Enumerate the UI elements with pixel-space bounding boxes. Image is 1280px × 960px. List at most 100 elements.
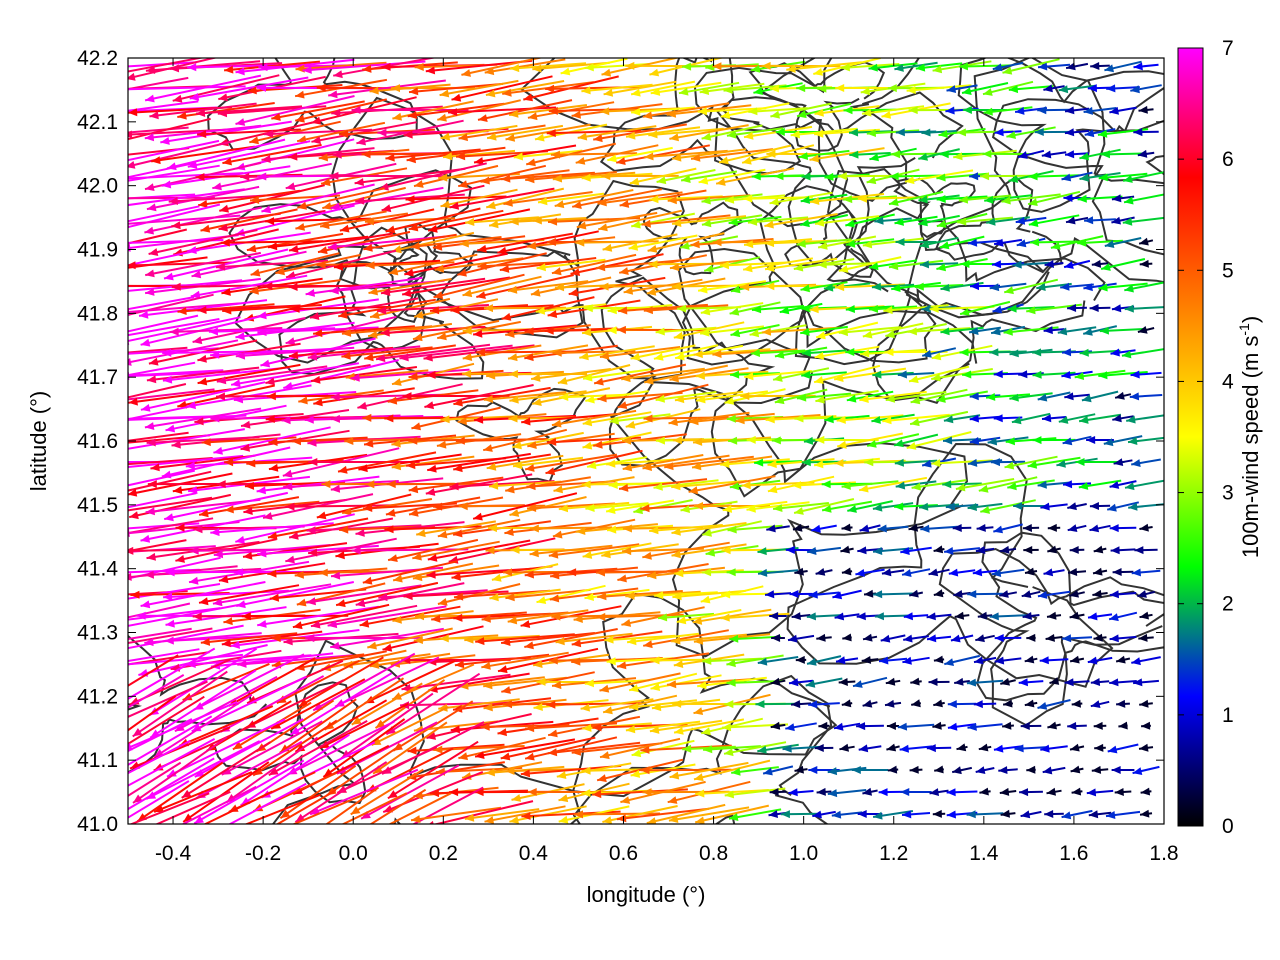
wind-vector <box>847 500 893 513</box>
wind-vector <box>747 216 809 226</box>
wind-vector <box>128 546 236 555</box>
wind-vector <box>788 788 814 797</box>
wind-vector <box>388 792 452 824</box>
wind-vector <box>145 251 261 278</box>
wind-vector <box>408 82 504 96</box>
wind-vector <box>1130 370 1162 379</box>
y-tick-label: 41.1 <box>77 749 118 772</box>
wind-vector <box>973 700 997 709</box>
wind-vector <box>841 480 899 490</box>
y-tick-label: 41.4 <box>77 558 118 581</box>
wind-vector <box>197 342 301 363</box>
wind-vector <box>772 502 830 512</box>
wind-vector <box>434 257 524 273</box>
wind-vector <box>606 657 674 666</box>
wind-vector <box>392 100 474 121</box>
wind-vector <box>928 678 950 686</box>
wind-vector <box>841 567 853 576</box>
wind-vector <box>1058 84 1096 94</box>
wind-vector <box>750 349 806 357</box>
colorbar-tick: 2 <box>1178 593 1234 616</box>
wind-vector <box>845 305 895 313</box>
wind-vector <box>644 149 728 161</box>
wind-vector <box>486 454 564 471</box>
wind-vector <box>931 459 993 468</box>
y-axis-label: latitude (°) <box>26 391 51 492</box>
wind-vector <box>664 455 754 471</box>
wind-vector <box>305 276 423 297</box>
wind-vector <box>128 627 192 640</box>
wind-vector <box>128 140 235 169</box>
wind-vector <box>295 210 387 231</box>
wind-vector <box>921 347 957 358</box>
wind-vector <box>128 695 177 732</box>
wind-vector <box>628 699 698 711</box>
wind-vector <box>977 611 993 620</box>
wind-vector <box>1064 392 1090 401</box>
wind-vector <box>1107 743 1139 754</box>
wind-vector <box>215 259 329 271</box>
wind-vector <box>477 99 573 122</box>
wind-vector <box>399 344 513 362</box>
wind-vector <box>700 717 764 736</box>
wind-vector <box>602 805 678 824</box>
wind-vector <box>831 810 863 819</box>
wind-vector <box>893 433 939 448</box>
wind-vector <box>1018 678 1044 687</box>
wind-vector <box>128 739 191 775</box>
wind-vector <box>128 568 200 574</box>
wind-vector <box>1022 612 1040 620</box>
wind-vector <box>817 260 877 269</box>
wind-vector <box>1064 150 1090 159</box>
x-tick: -0.4 <box>155 58 191 865</box>
wind-vector <box>413 164 499 188</box>
wind-vector <box>982 80 1034 96</box>
wind-vector <box>764 213 838 229</box>
wind-vector <box>954 677 970 686</box>
wind-vector <box>641 214 731 228</box>
wind-vector <box>798 149 850 160</box>
wind-vector <box>458 502 546 511</box>
wind-vector <box>746 501 810 513</box>
wind-vector <box>813 364 881 384</box>
wind-vector <box>271 100 365 121</box>
x-tick-label: 0.0 <box>339 842 368 865</box>
wind-vector <box>195 105 303 117</box>
wind-vector <box>751 305 805 314</box>
wind-vector <box>360 764 460 820</box>
wind-vector <box>290 304 392 313</box>
wind-vector <box>263 128 373 138</box>
wind-vector <box>367 627 453 650</box>
wind-vector <box>267 235 369 251</box>
wind-vector <box>874 216 912 225</box>
wind-vector <box>374 679 446 729</box>
wind-vector <box>862 633 878 642</box>
y-tick: 41.5 <box>77 494 1164 517</box>
wind-vector <box>412 319 500 342</box>
wind-vector <box>1138 743 1154 752</box>
wind-vector <box>128 117 211 141</box>
wind-vector <box>325 786 380 824</box>
wind-vector <box>429 304 529 315</box>
wind-vector <box>457 252 547 277</box>
wind-vector <box>993 744 1023 753</box>
wind-vector <box>387 538 479 562</box>
wind-vector <box>845 213 895 228</box>
wind-vector <box>846 390 894 403</box>
wind-vector <box>918 148 960 161</box>
wind-vector <box>128 680 208 718</box>
wind-vector <box>597 209 683 232</box>
wind-vector <box>726 127 784 139</box>
wind-vector <box>128 388 232 406</box>
wind-vector <box>1098 282 1148 292</box>
wind-vector <box>767 458 835 469</box>
wind-vector <box>769 788 787 796</box>
wind-vector <box>910 388 968 405</box>
wind-vector <box>688 475 776 495</box>
wind-vector <box>1105 810 1141 819</box>
wind-vector <box>649 524 723 535</box>
wind-vector <box>929 788 949 796</box>
wind-vector <box>702 657 762 665</box>
wind-vector <box>288 346 394 360</box>
wind-vector <box>261 147 375 163</box>
